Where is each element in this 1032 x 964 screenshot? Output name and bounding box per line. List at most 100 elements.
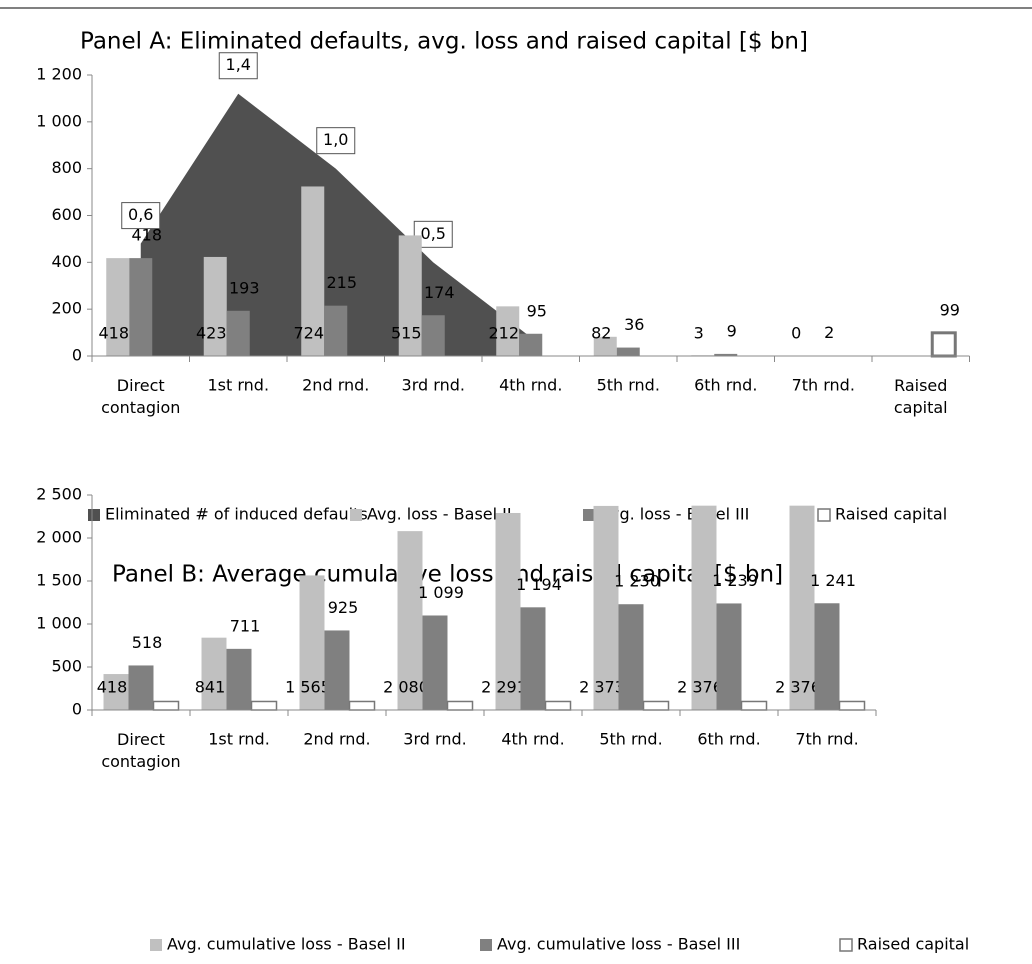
data-label: 3 <box>694 324 704 343</box>
bar <box>152 700 180 711</box>
bar <box>398 235 422 356</box>
legend-label: Raised capital <box>857 935 969 954</box>
legend-label: Avg. cumulative loss - Basel III <box>497 935 740 954</box>
y-tick-label: 600 <box>51 205 82 224</box>
bar <box>203 256 227 356</box>
legend-swatch <box>88 509 100 521</box>
data-label: 423 <box>196 324 227 343</box>
bar <box>616 347 640 356</box>
x-tick-label: 4th rnd. <box>499 376 562 395</box>
y-tick-label: 1 500 <box>36 571 82 590</box>
y-tick-label: 2 500 <box>36 485 82 504</box>
data-label: 515 <box>391 324 422 343</box>
bar <box>324 305 348 356</box>
legend-label: Eliminated # of induced defaults <box>105 505 368 524</box>
data-label: 36 <box>624 315 644 334</box>
bar <box>740 700 768 711</box>
data-label: 518 <box>132 633 163 652</box>
bar <box>519 333 543 356</box>
y-tick-label: 1 200 <box>36 65 82 84</box>
y-tick-label: 800 <box>51 158 82 177</box>
data-label: 1 239 <box>712 571 758 590</box>
data-label: 711 <box>230 616 261 635</box>
data-label: 95 <box>527 301 547 320</box>
data-label: 215 <box>326 273 357 292</box>
label-box <box>218 52 258 80</box>
x-tick-label: 7th rnd. <box>795 730 858 749</box>
bar <box>838 700 866 711</box>
panel-a-title: Panel A: Eliminated defaults, avg. loss … <box>80 29 808 55</box>
area-label: 0,6 <box>128 205 153 224</box>
bar <box>301 186 325 356</box>
bar <box>691 505 717 710</box>
data-label: 193 <box>229 278 260 297</box>
y-tick-label: 1 000 <box>36 614 82 633</box>
y-tick-label: 500 <box>51 657 82 676</box>
legend-label: Avg. loss - Basel II <box>367 505 512 524</box>
label-box <box>121 202 161 230</box>
area-label: 1,0 <box>323 130 348 149</box>
bar <box>593 505 619 710</box>
bar <box>520 607 546 710</box>
legend-swatch <box>350 509 362 521</box>
legend-swatch <box>583 509 595 521</box>
x-tick-label: 2nd rnd. <box>303 730 370 749</box>
data-label: 418 <box>98 324 129 343</box>
bar <box>106 258 130 356</box>
bar <box>348 700 376 711</box>
legend-label: Avg. cumulative loss - Basel II <box>167 935 406 954</box>
data-label: 9 <box>727 321 737 340</box>
legend-swatch <box>150 939 162 951</box>
data-label: 1 194 <box>516 575 562 594</box>
data-label: 174 <box>424 283 455 302</box>
bar <box>421 315 445 356</box>
bar <box>495 512 521 710</box>
bar <box>714 353 738 356</box>
bar <box>716 603 742 710</box>
x-tick-label: 7th rnd. <box>792 376 855 395</box>
x-tick-label: 1st rnd. <box>208 730 270 749</box>
bar <box>103 674 129 710</box>
area <box>140 93 531 356</box>
y-tick-label: 1 000 <box>36 111 82 130</box>
data-label: 2 <box>824 323 834 342</box>
label-box <box>316 127 356 155</box>
bar <box>814 603 840 710</box>
bar <box>299 575 325 710</box>
x-tick-label: 5th rnd. <box>597 376 660 395</box>
data-label: 2 373 <box>579 678 625 697</box>
x-tick-label: 5th rnd. <box>599 730 662 749</box>
x-tick-label: 2nd rnd. <box>302 376 369 395</box>
data-label: 724 <box>293 324 324 343</box>
bar <box>422 615 448 710</box>
y-tick-label: 200 <box>51 299 82 318</box>
x-tick-label: 4th rnd. <box>501 730 564 749</box>
x-tick-label: Direct contagion <box>101 376 180 417</box>
bar <box>250 700 278 711</box>
bar <box>930 331 957 358</box>
y-tick-label: 400 <box>51 252 82 271</box>
x-tick-label: 6th rnd. <box>694 376 757 395</box>
bar <box>593 336 617 356</box>
data-label: 1 099 <box>418 583 464 602</box>
bar <box>446 700 474 711</box>
data-label: 418 <box>131 226 162 245</box>
area-label: 1,4 <box>226 55 251 74</box>
bar <box>397 531 423 710</box>
data-label: 2 376 <box>775 678 821 697</box>
bar <box>129 258 153 356</box>
data-label: 0 <box>791 324 801 343</box>
bar <box>544 700 572 711</box>
data-label: 2 291 <box>481 678 527 697</box>
x-tick-label: 1st rnd. <box>207 376 269 395</box>
legend-swatch <box>817 508 831 522</box>
x-tick-label: 3rd rnd. <box>402 376 465 395</box>
data-label: 1 230 <box>614 572 660 591</box>
area-label: 0,5 <box>421 224 446 243</box>
bar <box>642 700 670 711</box>
data-label: 418 <box>97 678 128 697</box>
legend-swatch <box>839 938 853 952</box>
y-tick-label: 2 000 <box>36 528 82 547</box>
y-tick-label: 0 <box>72 700 82 719</box>
